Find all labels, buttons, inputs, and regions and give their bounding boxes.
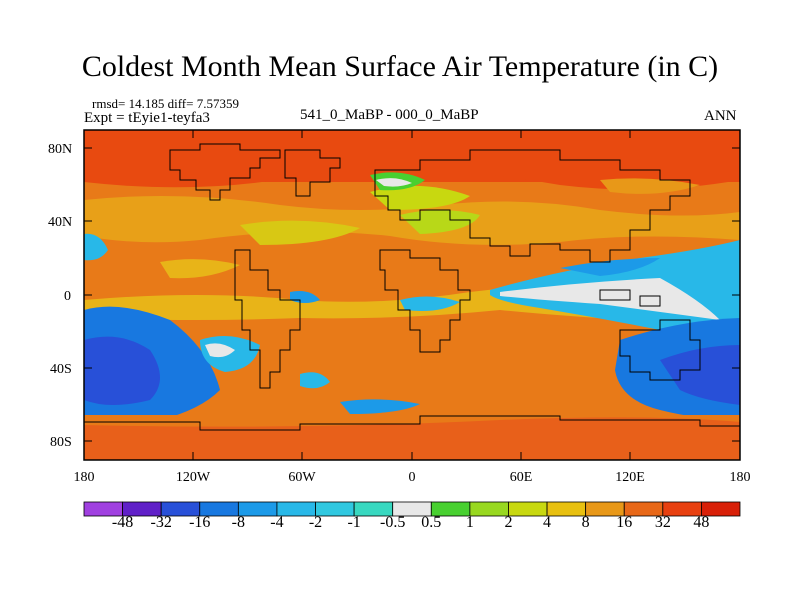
colorbar-label: 2 [504,514,513,531]
lat-tick-40n: 40N [48,215,72,230]
colorbar-label: -4 [270,514,284,531]
colorbar-label: 8 [581,514,590,531]
colorbar-label: -16 [189,514,211,531]
colorbar-box [469,501,509,517]
experiment-label: Expt = tEyie1-teyfa3 [84,110,210,126]
colorbar-label: 16 [616,514,633,531]
colorbar-label: 4 [543,514,552,531]
stats-label: rmsd= 14.185 diff= 7.57359 [92,96,239,111]
page-title: Coldest Month Mean Surface Air Temperatu… [81,50,719,83]
lat-tick-40s: 40S [50,362,72,377]
lon-tick-60e: 60E [510,470,533,485]
season-label: ANN [704,108,737,124]
colorbar-label: 0.5 [421,514,442,531]
lat-tick-80s: 80S [50,435,72,450]
lat-tick-80n: 80N [48,142,72,157]
period-label: 541_0_MaBP - 000_0_MaBP [300,107,479,123]
colorbar-label: -0.5 [380,514,406,531]
colorbar [83,501,741,517]
lat-tick-0: 0 [64,289,71,304]
lon-tick-0: 0 [409,470,416,485]
colorbar-label: -8 [231,514,246,531]
colorbar-label: -32 [150,514,172,531]
colorbar-box [508,501,548,517]
colorbar-label: -48 [111,514,134,531]
lon-tick-180e: 180 [730,470,751,485]
lon-tick-120e: 120E [615,470,645,485]
colorbar-box [701,501,741,517]
colorbar-label: -2 [308,514,323,531]
colorbar-label: -1 [347,514,361,531]
lon-tick-60w: 60W [288,470,316,485]
colorbar-box [546,501,587,517]
lon-tick-180w: 180 [74,470,95,485]
lon-tick-120w: 120W [176,470,211,485]
colorbar-label: 32 [654,514,671,531]
colorbar-label: 48 [693,514,710,531]
continent-outlines [84,143,740,431]
axis-ticks [84,130,740,460]
colorbar-label: 1 [465,514,474,531]
